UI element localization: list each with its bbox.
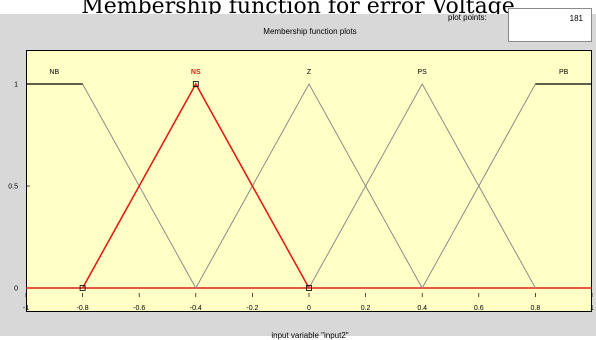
x-tick-label: -0.6: [133, 305, 145, 312]
x-tick-label: -0.8: [77, 305, 89, 312]
mf-curve-nb: [26, 83, 197, 289]
mf-vertex-handle: [306, 285, 312, 291]
x-tick-label: 0.4: [417, 305, 427, 312]
y-tick-label: 1: [14, 82, 18, 89]
x-tick-label: 1: [590, 305, 594, 312]
x-tick-label: -0.4: [190, 305, 202, 312]
mf-label-ps: PS: [418, 69, 428, 76]
mf-curve-z: [195, 82, 423, 289]
mf-vertex-handle: [79, 285, 86, 291]
plot-points-label: plot points:: [448, 13, 487, 22]
mf-label-nb: NB: [49, 69, 59, 76]
mf-label-pb: PB: [559, 69, 569, 76]
mf-label-ns: NS: [191, 69, 201, 76]
x-tick-label: 0.8: [531, 305, 541, 312]
x-tick-label: 0.6: [474, 305, 484, 312]
mf-vertex-handle: [192, 81, 199, 87]
y-tick-label: 0.5: [8, 184, 18, 191]
mf-curve-ps: [308, 82, 536, 289]
y-tick-label: 0: [14, 286, 18, 293]
plot-points-value: 181: [569, 14, 583, 23]
mf-curve-ns-selected: [81, 82, 310, 289]
membership-function-window: Membership function plots plot points: 1…: [0, 8, 596, 340]
mf-label-z: Z: [307, 69, 312, 76]
x-tick-label: 0: [307, 305, 311, 312]
x-tick-label: -0.2: [246, 305, 258, 312]
x-tick-label: -1: [23, 305, 29, 312]
membership-chart[interactable]: -1 -0.8 -0.6 -0.4 -0.2 0 0.2 0.4 0.6 0.8 1 0 0.5 1 NB N…: [0, 14, 596, 336]
mf-curve-pb: [421, 83, 592, 289]
plot-points-field[interactable]: 181: [508, 8, 592, 42]
plot-area[interactable]: [26, 50, 592, 312]
x-tick-label: 0.2: [361, 305, 371, 312]
plot-title: Membership function plots: [263, 27, 357, 36]
